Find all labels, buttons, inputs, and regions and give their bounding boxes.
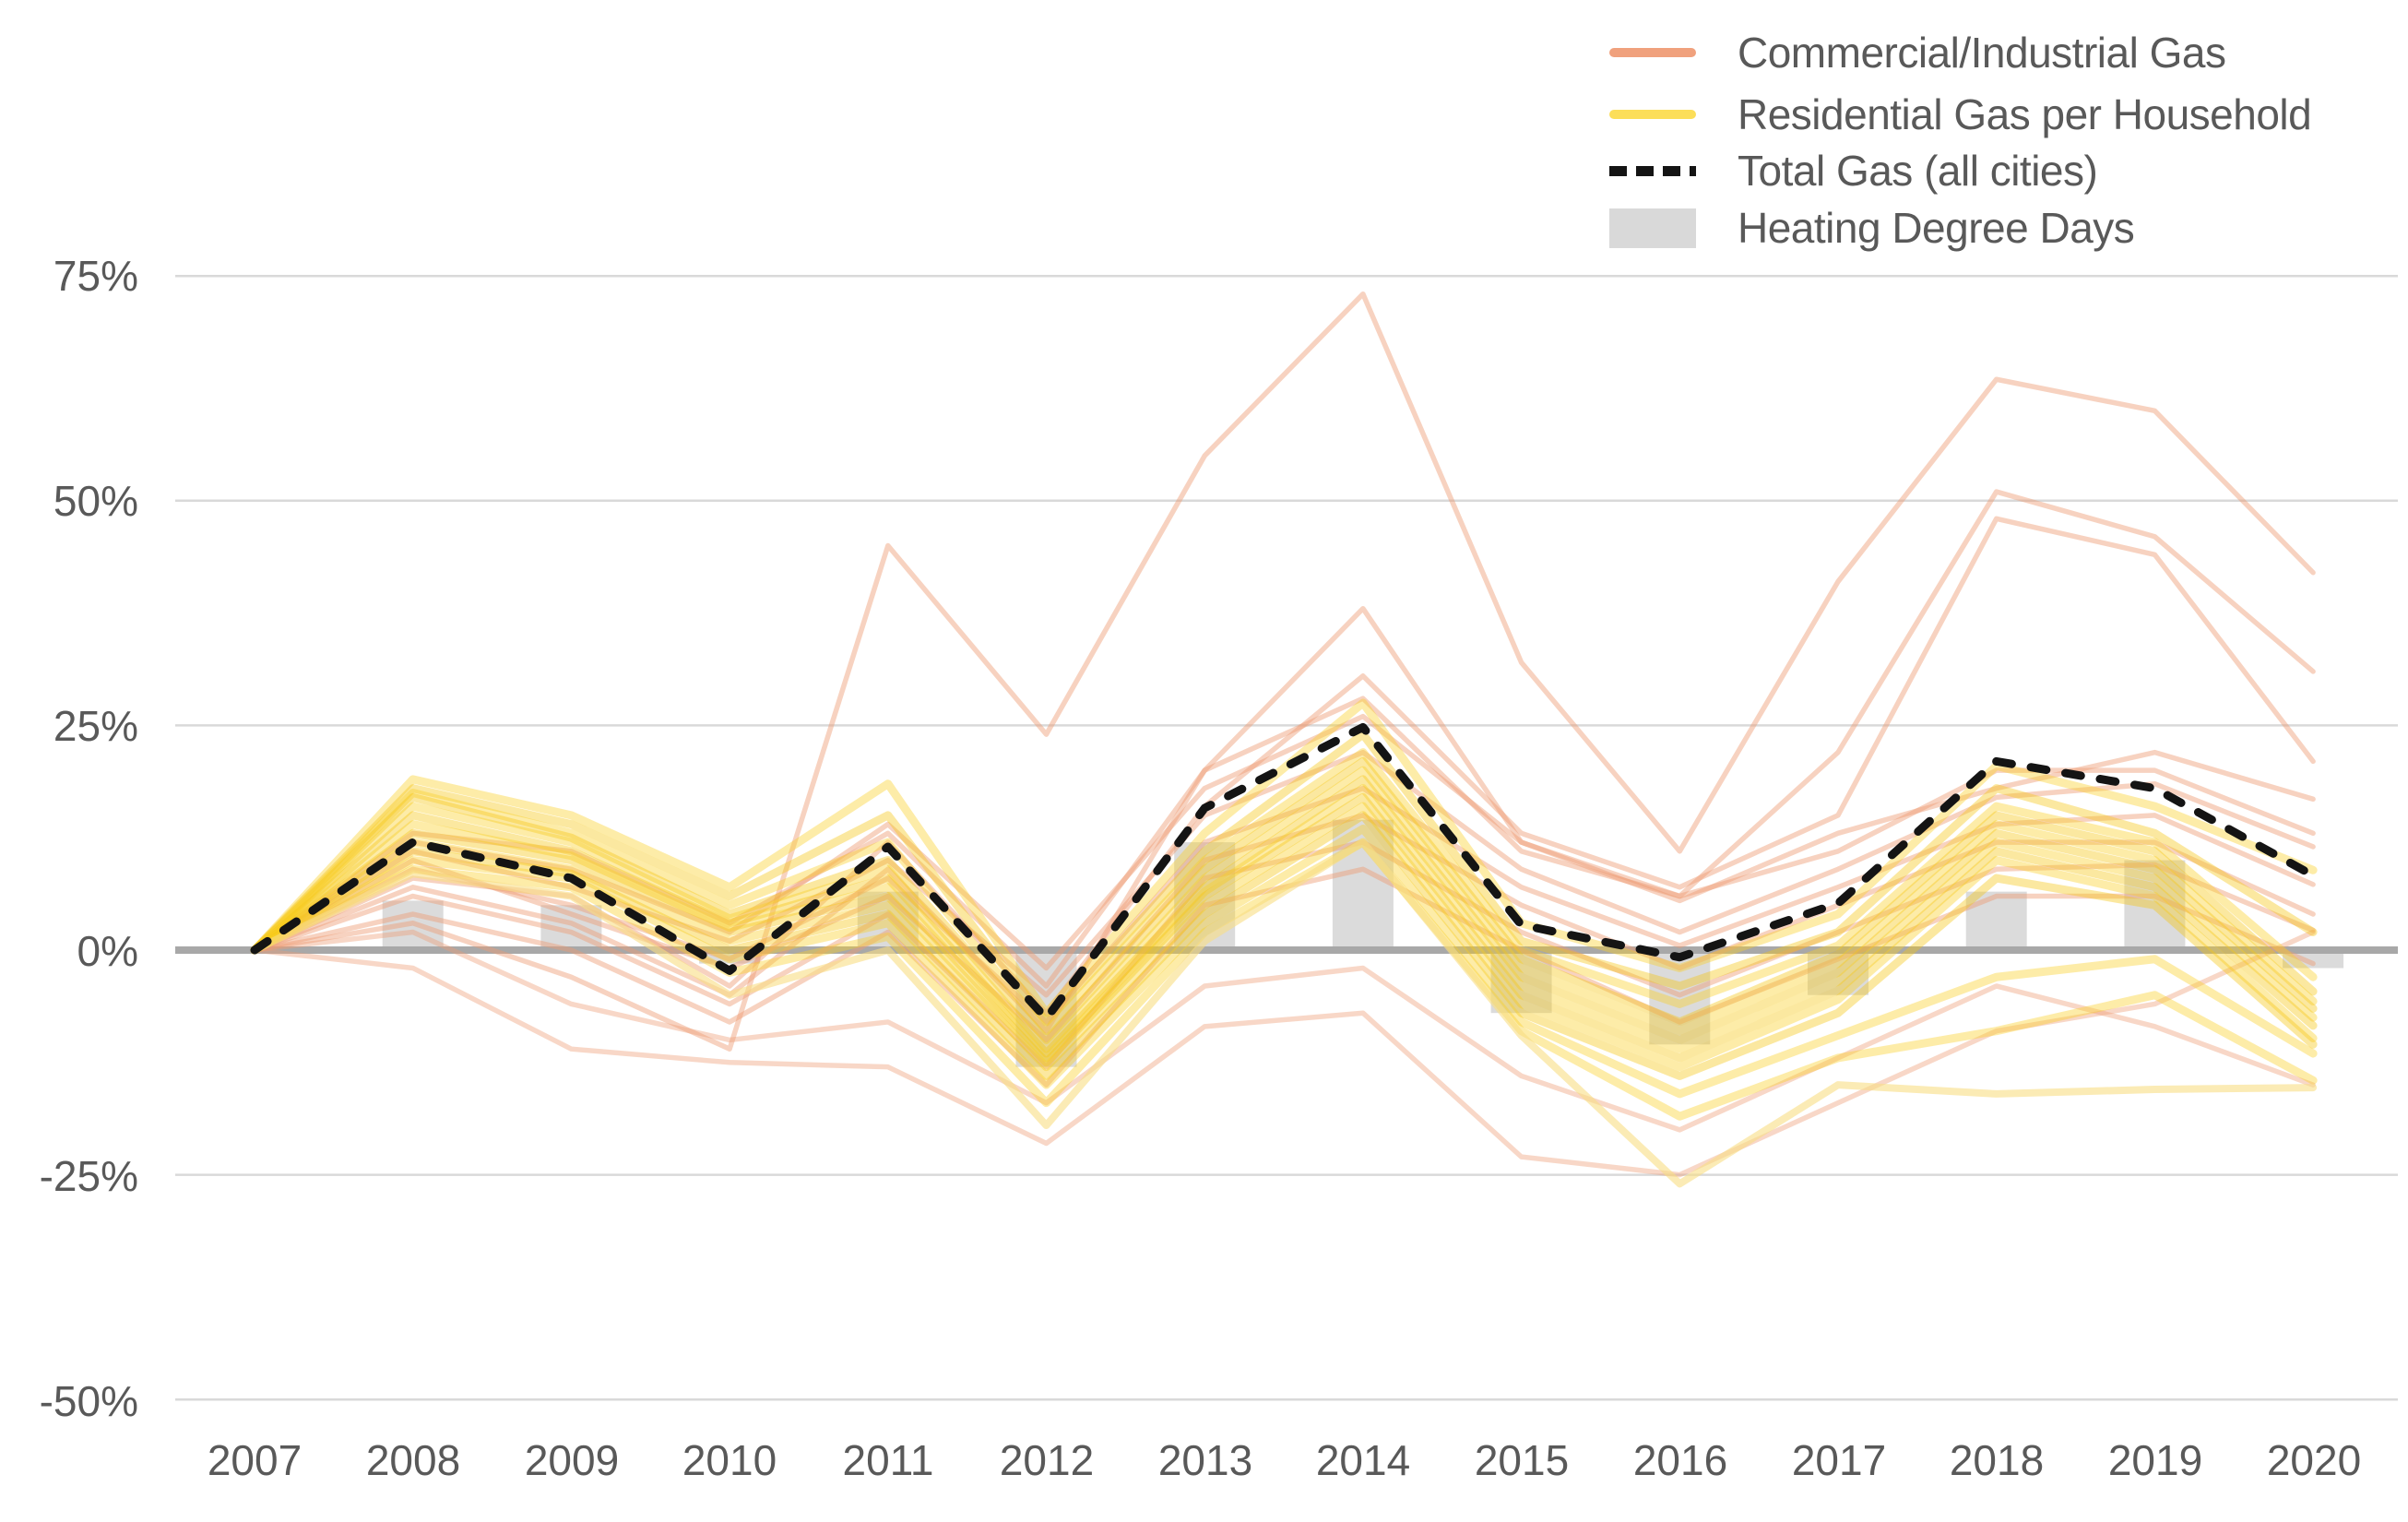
residential-gas-line-swatch (1609, 110, 1696, 119)
legend-label-commercial: Commercial/Industrial Gas (1738, 29, 2226, 77)
total-gas-dashed-swatch (1609, 165, 1696, 176)
legend-item-commercial: Commercial/Industrial Gas (1609, 29, 2226, 77)
x-axis-label-2020: 2020 (2266, 1436, 2362, 1484)
x-axis-label-2014: 2014 (1315, 1436, 1411, 1484)
x-axis-label-2018: 2018 (1949, 1436, 2045, 1484)
x-axis-label-2011: 2011 (842, 1436, 934, 1484)
heating-degree-days-swatch (1609, 208, 1696, 248)
x-axis-label-2017: 2017 (1791, 1436, 1887, 1484)
x-axis-label-2013: 2013 (1157, 1436, 1253, 1484)
y-axis-label-75: 75% (53, 252, 138, 300)
legend-item-total: Total Gas (all cities) (1609, 147, 2098, 195)
x-axis-label-2016: 2016 (1632, 1436, 1728, 1484)
x-axis-label-2007: 2007 (207, 1436, 302, 1484)
legend-item-hdd: Heating Degree Days (1609, 204, 2135, 252)
y-axis-label-25: 25% (53, 702, 138, 750)
y-axis-label-n50: -50% (39, 1377, 138, 1425)
x-axis-label-2015: 2015 (1474, 1436, 1570, 1484)
commercial-gas-line-swatch (1609, 48, 1696, 57)
x-axis-label-2008: 2008 (365, 1436, 461, 1484)
legend-label-hdd: Heating Degree Days (1738, 204, 2135, 252)
y-axis-label-n25: -25% (39, 1152, 138, 1200)
legend-label-total: Total Gas (all cities) (1738, 147, 2098, 195)
legend-item-residential: Residential Gas per Household (1609, 90, 2312, 138)
y-axis-label-0: 0% (77, 927, 138, 975)
x-axis-label-2012: 2012 (999, 1436, 1095, 1484)
x-axis-label-2019: 2019 (2107, 1436, 2203, 1484)
y-axis-label-50: 50% (53, 477, 138, 525)
legend-label-residential: Residential Gas per Household (1738, 90, 2312, 138)
x-axis-label-2009: 2009 (524, 1436, 620, 1484)
x-axis-label-2010: 2010 (682, 1436, 777, 1484)
